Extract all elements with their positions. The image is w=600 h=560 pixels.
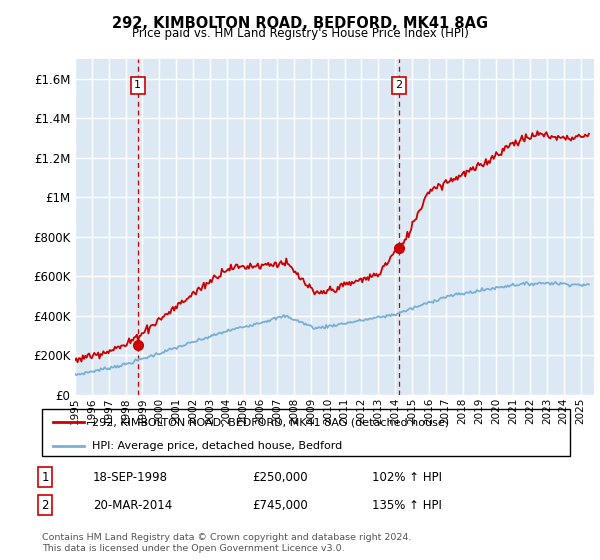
Text: Price paid vs. HM Land Registry's House Price Index (HPI): Price paid vs. HM Land Registry's House … <box>131 27 469 40</box>
Text: 2: 2 <box>41 498 49 512</box>
Text: 292, KIMBOLTON ROAD, BEDFORD, MK41 8AG (detached house): 292, KIMBOLTON ROAD, BEDFORD, MK41 8AG (… <box>92 417 449 427</box>
Text: 2: 2 <box>395 81 403 91</box>
Text: 1: 1 <box>134 81 141 91</box>
Text: 1: 1 <box>41 470 49 484</box>
Text: 102% ↑ HPI: 102% ↑ HPI <box>372 470 442 484</box>
Text: £745,000: £745,000 <box>252 498 308 512</box>
Text: HPI: Average price, detached house, Bedford: HPI: Average price, detached house, Bedf… <box>92 441 343 451</box>
Text: Contains HM Land Registry data © Crown copyright and database right 2024.
This d: Contains HM Land Registry data © Crown c… <box>42 533 412 553</box>
Text: 292, KIMBOLTON ROAD, BEDFORD, MK41 8AG: 292, KIMBOLTON ROAD, BEDFORD, MK41 8AG <box>112 16 488 31</box>
Text: 18-SEP-1998: 18-SEP-1998 <box>93 470 168 484</box>
Text: 20-MAR-2014: 20-MAR-2014 <box>93 498 172 512</box>
Text: £250,000: £250,000 <box>252 470 308 484</box>
Text: 135% ↑ HPI: 135% ↑ HPI <box>372 498 442 512</box>
